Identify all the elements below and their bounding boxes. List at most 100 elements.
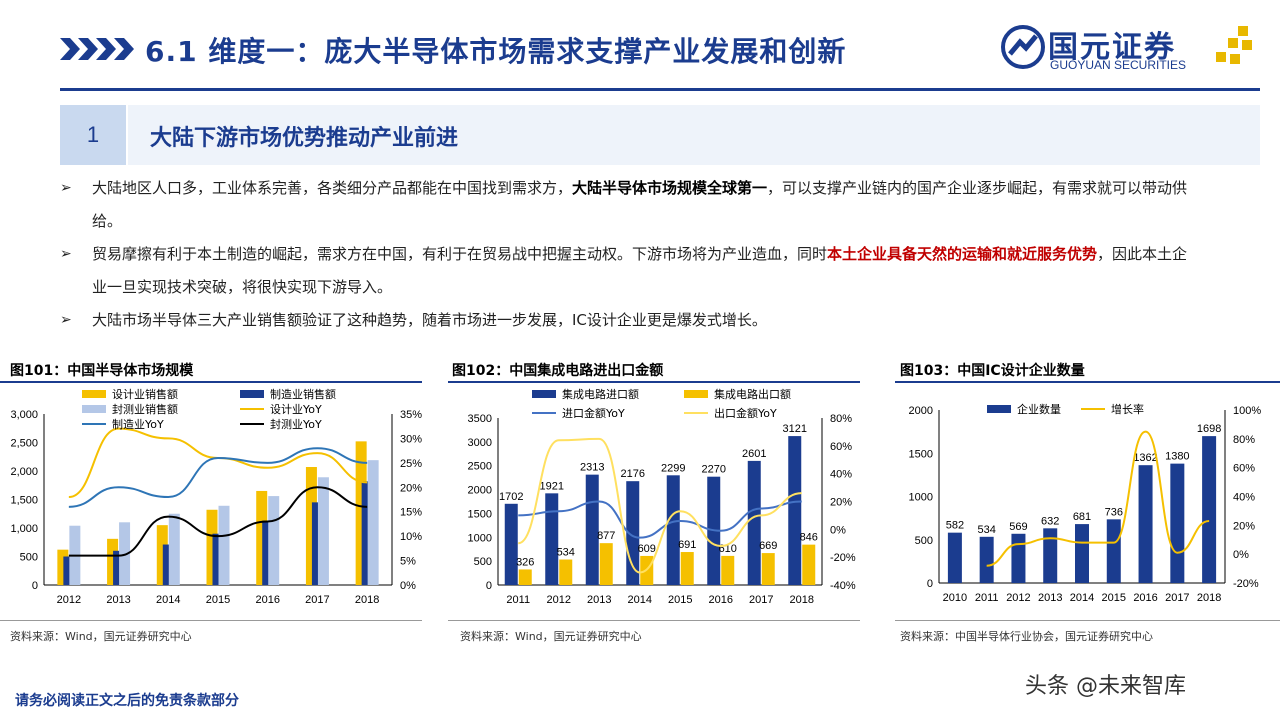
figure-103-title: 图103：中国IC设计企业数量: [900, 363, 1085, 379]
legend-label: 企业数量: [1017, 402, 1061, 416]
x-tick-label: 2015: [1102, 592, 1126, 604]
bar: [545, 493, 559, 585]
legend-swatch: [82, 390, 106, 398]
bar: [168, 513, 180, 585]
x-tick-label: 2017: [1165, 592, 1189, 604]
data-label: 669: [759, 540, 777, 552]
series-line: [68, 447, 368, 508]
x-tick-label: 2018: [790, 594, 814, 606]
section-bar: [128, 105, 1260, 165]
bar: [256, 490, 268, 585]
bar: [355, 441, 367, 585]
y2-tick-label: 0%: [830, 524, 846, 536]
page-title: 6.1 维度一：庞大半导体市场需求支撑产业发展和创新: [145, 35, 847, 68]
data-label: 609: [638, 543, 656, 555]
bar: [268, 496, 280, 585]
y-tick-label: 500: [915, 535, 933, 547]
data-label: 534: [977, 524, 995, 536]
data-label: 2176: [621, 468, 645, 480]
bar: [788, 436, 802, 585]
bar: [107, 538, 119, 585]
data-label: 3121: [783, 423, 807, 435]
legend-label: 进口金额YoY: [562, 406, 625, 420]
figure-102-source: 资料来源：Wind，国元证券研究中心: [460, 630, 642, 643]
figure-101-source: 资料来源：Wind，国元证券研究中心: [10, 630, 192, 643]
bullet-highlight: 本土企业具备天然的运输和就近服务优势: [827, 245, 1098, 263]
bar: [1043, 528, 1058, 583]
x-tick-label: 2010: [943, 592, 967, 604]
bar: [518, 569, 532, 585]
x-tick-label: 2017: [305, 594, 329, 606]
section-title: 大陆下游市场优势推动产业前进: [150, 126, 459, 151]
logo-english-text: GUOYUAN SECURITIES: [1050, 58, 1187, 72]
bullet-emphasis: 大陆半导体市场规模全球第一: [572, 179, 768, 197]
source-divider: [0, 620, 422, 621]
x-tick-label: 2011: [506, 594, 530, 606]
y2-tick-label: 30%: [400, 433, 422, 445]
data-label: 582: [946, 520, 964, 532]
series-line: [517, 437, 802, 574]
x-tick-label: 2013: [106, 594, 130, 606]
bar: [1170, 463, 1185, 583]
x-tick-label: 2012: [57, 594, 81, 606]
y-tick-label: 3500: [468, 413, 492, 425]
legend-swatch: [82, 405, 106, 413]
legend-swatch: [532, 390, 556, 398]
data-label: 1380: [1165, 451, 1189, 463]
data-label: 2313: [580, 462, 604, 474]
y2-tick-label: 25%: [400, 458, 422, 470]
y2-tick-label: 10%: [400, 531, 422, 543]
x-tick-label: 2018: [1197, 592, 1221, 604]
arrow-bullet-icon: ➢: [60, 246, 72, 262]
x-tick-label: 2015: [668, 594, 692, 606]
logo-emblem-icon: [1001, 25, 1045, 69]
bullet-item: ➢ 贸易摩擦有利于本土制造的崛起，需求方在中国，有利于在贸易战中把握主动权。下游…: [60, 238, 1200, 304]
y-tick-label: 1,500: [10, 495, 38, 507]
y-tick-label: 0: [32, 580, 38, 592]
y2-tick-label: 0%: [1233, 549, 1249, 561]
bullet-list: ➢ 大陆地区人口多，工业体系完善，各类细分产品都能在中国找到需求方，大陆半导体市…: [60, 172, 1200, 337]
ic-trade-chart: 0 500 1000 1500 2000 2500 3000 3500 -40% -20% 0% 20…: [468, 388, 856, 606]
bar: [721, 555, 735, 585]
figure-102-rule: [448, 381, 860, 383]
y-tick-label: 2,000: [10, 466, 38, 478]
bar: [559, 559, 573, 585]
bar: [113, 550, 125, 585]
x-tick-label: 2012: [1006, 592, 1030, 604]
y2-tick-label: 15%: [400, 507, 422, 519]
y2-tick-label: -20%: [1233, 578, 1259, 590]
data-label: 681: [1073, 511, 1091, 523]
chevrons-icon: [60, 38, 134, 60]
y2-tick-label: 35%: [400, 409, 422, 421]
bar: [680, 552, 694, 585]
y2-tick-label: 5%: [400, 556, 416, 568]
figure-101-rule: [0, 381, 422, 383]
y-tick-label: 2000: [468, 485, 492, 497]
x-tick-label: 2013: [1038, 592, 1062, 604]
y2-tick-label: 0%: [400, 580, 416, 592]
bullet-item: ➢ 大陆市场半导体三大产业销售额验证了这种趋势，随着市场进一步发展，IC设计企业…: [60, 304, 1200, 337]
bullet-text: 大陆地区人口多，工业体系完善，各类细分产品都能在中国找到需求方，: [92, 179, 573, 197]
arrow-bullet-icon: ➢: [60, 180, 72, 196]
y-tick-label: 3,000: [10, 409, 38, 421]
x-tick-label: 2016: [709, 594, 733, 606]
source-divider: [448, 620, 860, 621]
bullet-text: 贸易摩擦有利于本土制造的崛起，需求方在中国，有利于在贸易战中把握主动权。下游市场…: [92, 245, 828, 263]
data-label: 2299: [661, 462, 685, 474]
legend-swatch: [240, 390, 264, 398]
disclaimer-link[interactable]: 请务必阅读正文之后的免责条款部分: [15, 693, 239, 709]
bar: [119, 522, 131, 585]
y-tick-label: 500: [20, 552, 38, 564]
x-tick-label: 2014: [628, 594, 652, 606]
y2-tick-label: 20%: [400, 482, 422, 494]
bullet-text: ，可以支撑产业链内的国产企业逐步崛起，有需求就可以带动供给。: [92, 179, 1188, 230]
data-label: 569: [1009, 521, 1027, 533]
figure-101-title: 图101：中国半导体市场规模: [10, 363, 194, 379]
y2-tick-label: 80%: [830, 413, 852, 425]
series-line: [68, 486, 368, 557]
bar: [1138, 465, 1153, 583]
bar: [361, 481, 373, 585]
bar: [305, 467, 317, 585]
